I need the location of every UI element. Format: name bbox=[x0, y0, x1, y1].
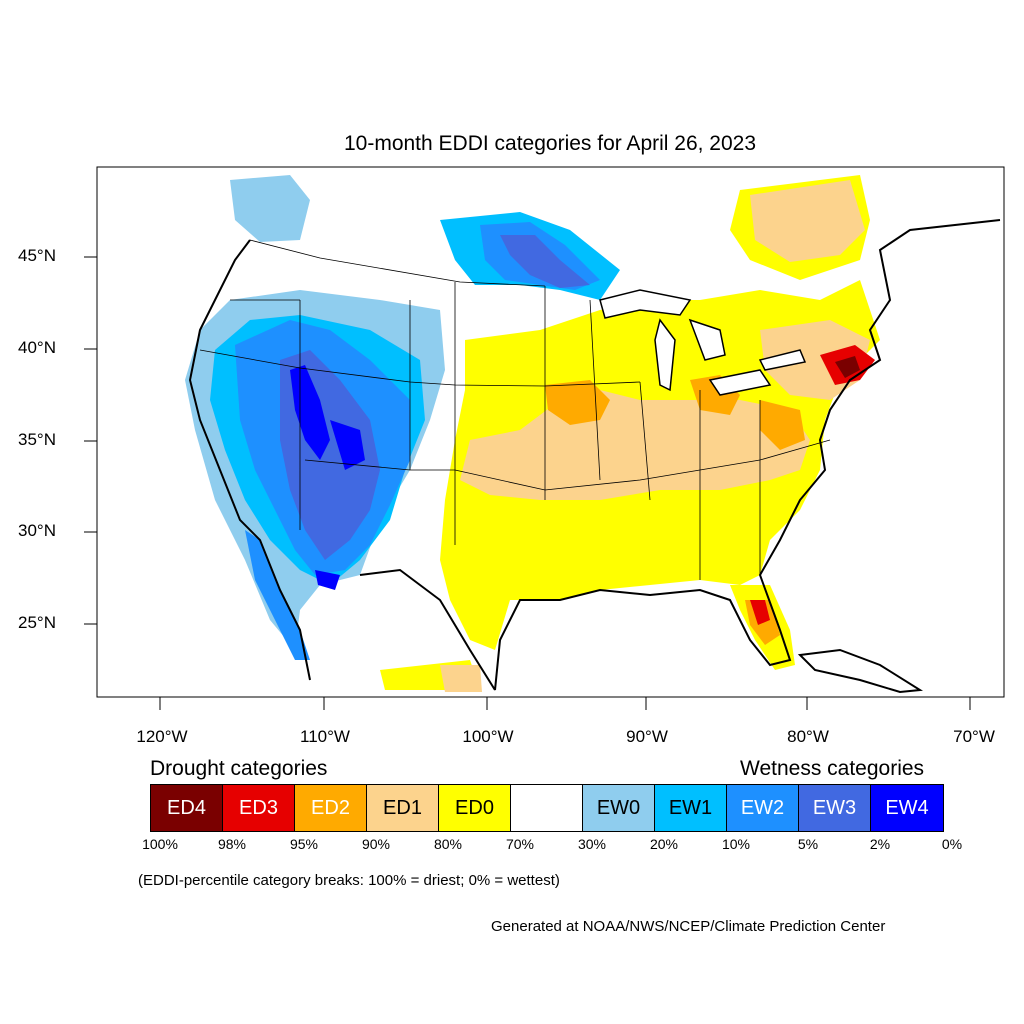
lon-label-80w: 80°W bbox=[787, 727, 829, 746]
dry-texas-south-ed1 bbox=[440, 665, 482, 692]
legend-break-label: 95% bbox=[289, 836, 319, 852]
cuba bbox=[797, 648, 924, 694]
legend-box-neutral bbox=[511, 785, 583, 831]
legend-break-label: 70% bbox=[505, 836, 535, 852]
legend-break-label: 30% bbox=[577, 836, 607, 852]
lat-label-30: 30°N bbox=[18, 521, 56, 540]
wet-north-central-deep bbox=[500, 235, 590, 288]
lon-label-100w: 100°W bbox=[462, 727, 514, 746]
lon-label-120w: 120°W bbox=[136, 727, 188, 746]
lat-label-25: 25°N bbox=[18, 613, 56, 632]
legend-box-ed2: ED2 bbox=[295, 785, 367, 831]
legend-box-ed1: ED1 bbox=[367, 785, 439, 831]
drought-heading: Drought categories bbox=[150, 757, 328, 780]
map-title: 10-month EDDI categories for April 26, 2… bbox=[343, 132, 757, 155]
legend-box-ew1: EW1 bbox=[655, 785, 727, 831]
legend-box-ed0: ED0 bbox=[439, 785, 511, 831]
legend-break-label: 0% bbox=[941, 836, 963, 852]
legend-bar: ED4 ED3 ED2 ED1 ED0 EW0 EW1 EW2 EW3 EW4 bbox=[150, 784, 944, 832]
lon-label-110w: 110°W bbox=[300, 727, 350, 746]
wet-ew4-west bbox=[290, 365, 365, 590]
credit-line: Generated at NOAA/NWS/NCEP/Climate Predi… bbox=[491, 918, 886, 935]
great-lakes bbox=[599, 289, 807, 396]
legend-box-ed4: ED4 bbox=[151, 785, 223, 831]
axis-ticks bbox=[84, 256, 971, 710]
legend-break-label: 80% bbox=[433, 836, 463, 852]
dry-florida-ed3 bbox=[750, 600, 770, 625]
legend-break-label: 100% bbox=[142, 836, 178, 852]
state-borders bbox=[199, 239, 831, 580]
legend-break-label: 20% bbox=[649, 836, 679, 852]
wet-canada-west bbox=[230, 175, 310, 242]
lat-label-35: 35°N bbox=[18, 430, 56, 449]
lon-label-70w: 70°W bbox=[953, 727, 995, 746]
wetness-heading: Wetness categories bbox=[740, 757, 925, 780]
legend-box-ew4: EW4 bbox=[871, 785, 943, 831]
category-note: (EDDI-percentile category breaks: 100% =… bbox=[138, 872, 560, 889]
dry-ed1-plains bbox=[460, 390, 810, 500]
wet-baja bbox=[245, 530, 310, 660]
map-frame bbox=[96, 166, 1005, 698]
lat-label-40: 40°N bbox=[18, 338, 56, 357]
lat-label-45: 45°N bbox=[18, 246, 56, 265]
lon-label-90w: 90°W bbox=[626, 727, 668, 746]
legend-break-label: 10% bbox=[721, 836, 751, 852]
legend-box-ew3: EW3 bbox=[799, 785, 871, 831]
legend-break-label: 2% bbox=[869, 836, 891, 852]
legend-box-ed3: ED3 bbox=[223, 785, 295, 831]
legend-break-label: 98% bbox=[217, 836, 247, 852]
legend-break-label: 5% bbox=[797, 836, 819, 852]
dry-ed1-ne bbox=[750, 180, 865, 262]
legend-box-ew0: EW0 bbox=[583, 785, 655, 831]
dry-ed4-northeast bbox=[835, 356, 860, 378]
dry-ed2-midwest bbox=[545, 375, 805, 450]
legend-box-ew2: EW2 bbox=[727, 785, 799, 831]
legend-break-label: 90% bbox=[361, 836, 391, 852]
